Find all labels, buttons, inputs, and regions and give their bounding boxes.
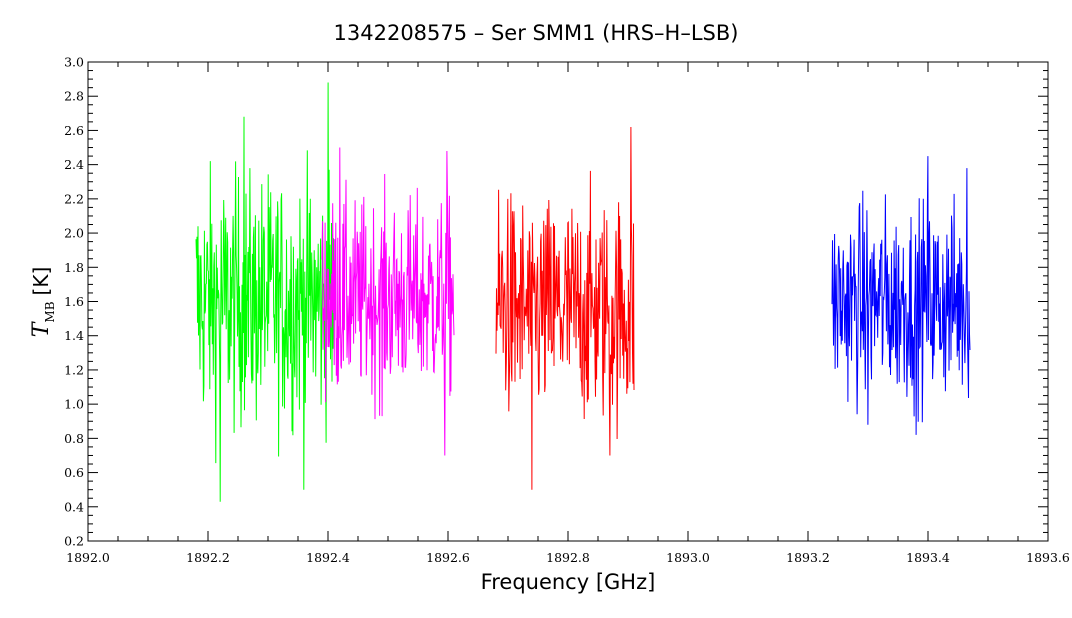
spectrum-series-line-2 (321, 147, 455, 456)
x-tick-label: 1892.4 (306, 550, 350, 565)
spectrum-series-line-1 (195, 82, 335, 502)
x-tick-label: 1892.8 (546, 550, 590, 565)
chart-title: 1342208575 – Ser SMM1 (HRS–H–LSB) (334, 21, 739, 45)
y-tick-label: 0.8 (64, 431, 84, 446)
y-tick-label: 1.2 (64, 362, 84, 377)
y-axis-label-unit: [K] (29, 267, 53, 296)
y-tick-label: 1.8 (64, 260, 84, 275)
x-tick-label: 1893.6 (1026, 550, 1070, 565)
x-tick-label: 1892.6 (426, 550, 470, 565)
y-axis-label: TMB [K] (29, 267, 57, 338)
y-tick-label: 0.6 (64, 465, 84, 480)
y-axis-label-subscript: MB (43, 301, 57, 322)
series-layer (195, 82, 971, 502)
y-tick-label: 3.0 (64, 55, 84, 70)
x-axis-label: Frequency [GHz] (481, 570, 656, 594)
x-tick-label: 1893.2 (786, 550, 830, 565)
y-tick-label: 0.2 (64, 534, 84, 549)
x-tick-label: 1892.0 (66, 550, 110, 565)
x-tick-label: 1893.0 (666, 550, 710, 565)
spectrum-series-line-4 (831, 156, 971, 435)
y-tick-label: 0.4 (64, 499, 84, 514)
y-tick-label: 2.4 (64, 157, 84, 172)
x-tick-label: 1893.4 (906, 550, 950, 565)
y-axis-label-symbol: T (29, 320, 54, 337)
y-tick-label: 2.0 (64, 226, 84, 241)
x-tick-label: 1892.2 (186, 550, 230, 565)
y-tick-label: 1.4 (64, 328, 84, 343)
y-tick-label: 1.0 (64, 397, 84, 412)
y-tick-label: 1.6 (64, 294, 84, 309)
y-tick-label: 2.6 (64, 123, 84, 138)
y-tick-label: 2.2 (64, 191, 84, 206)
spectrum-series-line-3 (495, 126, 635, 490)
y-tick-label: 2.8 (64, 89, 84, 104)
tick-layer: 1892.0 1892.2 1892.4 1892.6 1892.8 1893.0 1893… (64, 55, 1070, 566)
